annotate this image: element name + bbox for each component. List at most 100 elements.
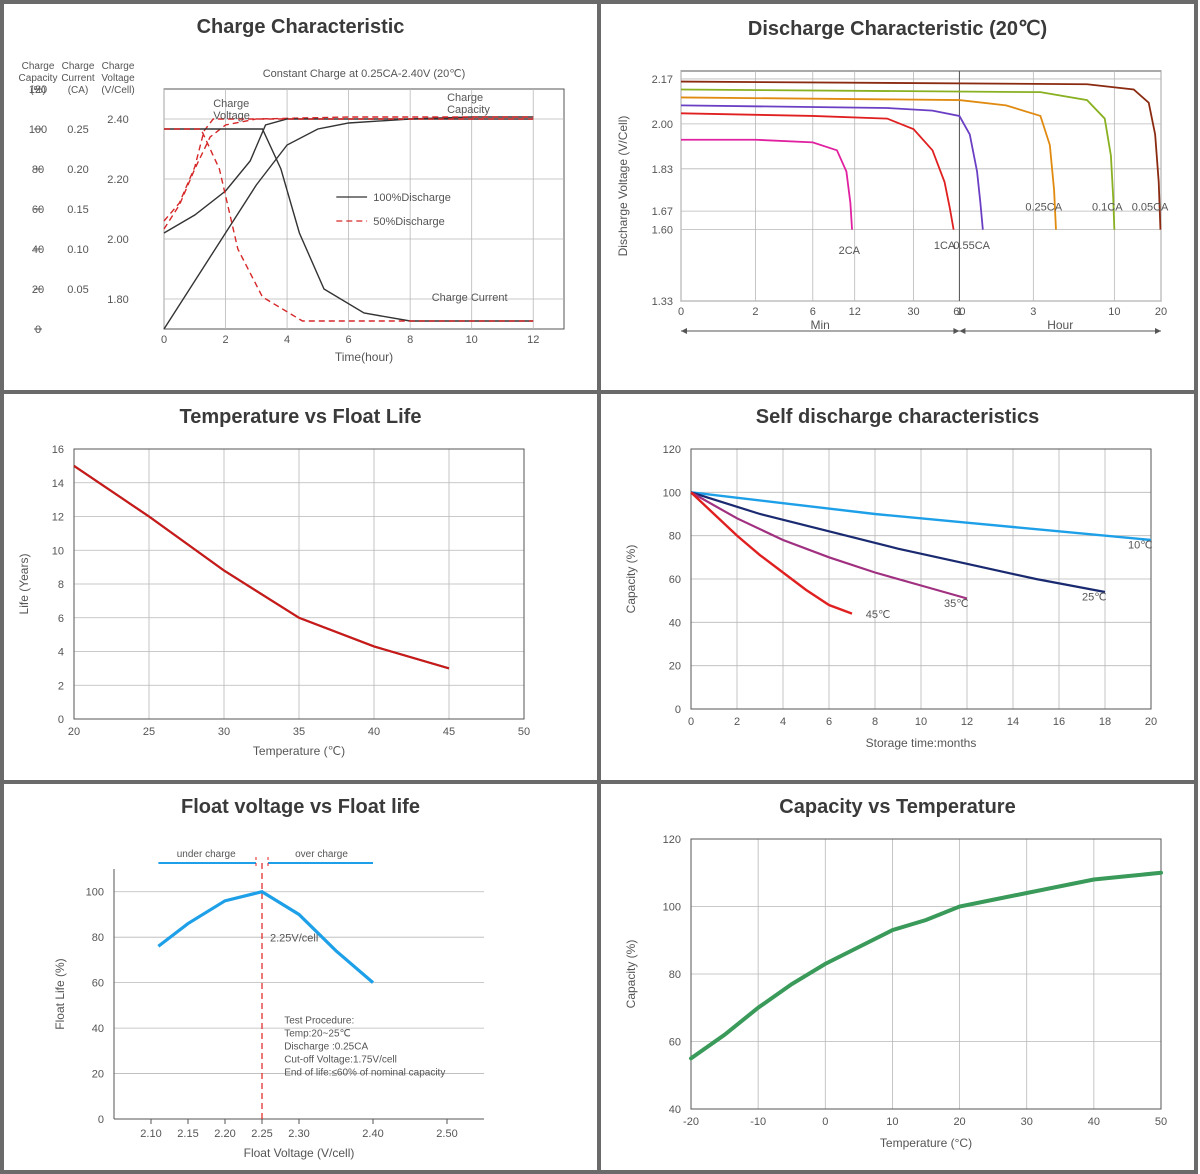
svg-text:1.67: 1.67 bbox=[652, 206, 673, 218]
svg-text:2.40: 2.40 bbox=[362, 1128, 383, 1140]
svg-text:16: 16 bbox=[1053, 716, 1065, 728]
svg-text:0: 0 bbox=[58, 714, 64, 726]
chart-title: Discharge Characteristic (20℃) bbox=[601, 4, 1194, 41]
chart-discharge-svg: 1.331.601.671.832.002.17026123060131020M… bbox=[601, 41, 1196, 391]
svg-text:8: 8 bbox=[407, 334, 413, 346]
chart-grid: Charge Characteristic ChargeCapacity(%)C… bbox=[0, 0, 1198, 1174]
svg-text:Cut-off Voltage:1.75V/cell: Cut-off Voltage:1.75V/cell bbox=[284, 1055, 397, 1066]
svg-text:14: 14 bbox=[1007, 716, 1019, 728]
svg-text:10: 10 bbox=[1108, 306, 1120, 318]
svg-text:0.20: 0.20 bbox=[67, 164, 88, 176]
svg-text:2: 2 bbox=[752, 306, 758, 318]
svg-text:20: 20 bbox=[1145, 716, 1157, 728]
panel-temp-life: Temperature vs Float Life 20253035404550… bbox=[2, 392, 599, 782]
svg-text:30: 30 bbox=[907, 306, 919, 318]
svg-text:0.05: 0.05 bbox=[67, 284, 88, 296]
svg-text:Capacity: Capacity bbox=[19, 73, 58, 84]
chart-title: Capacity vs Temperature bbox=[601, 784, 1194, 819]
svg-text:1.33: 1.33 bbox=[652, 296, 673, 308]
svg-text:50%Discharge: 50%Discharge bbox=[373, 216, 445, 228]
svg-text:Charge: Charge bbox=[62, 61, 95, 72]
svg-text:under charge: under charge bbox=[177, 849, 236, 860]
svg-text:Charge: Charge bbox=[102, 61, 135, 72]
svg-text:2.30: 2.30 bbox=[288, 1128, 309, 1140]
chart-title: Self discharge characteristics bbox=[601, 394, 1194, 429]
svg-text:40: 40 bbox=[669, 1104, 681, 1116]
svg-text:4: 4 bbox=[284, 334, 290, 346]
svg-text:2.25: 2.25 bbox=[251, 1128, 272, 1140]
svg-text:0: 0 bbox=[688, 716, 694, 728]
svg-text:45: 45 bbox=[443, 726, 455, 738]
svg-text:40: 40 bbox=[32, 244, 44, 256]
svg-text:2: 2 bbox=[222, 334, 228, 346]
svg-text:Capacity (%): Capacity (%) bbox=[624, 545, 638, 614]
svg-text:Temp:20~25℃: Temp:20~25℃ bbox=[284, 1029, 351, 1040]
svg-text:60: 60 bbox=[92, 978, 104, 990]
svg-text:0: 0 bbox=[161, 334, 167, 346]
svg-text:2.10: 2.10 bbox=[140, 1128, 161, 1140]
svg-text:40: 40 bbox=[368, 726, 380, 738]
svg-text:80: 80 bbox=[669, 969, 681, 981]
svg-text:8: 8 bbox=[58, 579, 64, 591]
svg-text:Charge: Charge bbox=[22, 61, 55, 72]
svg-text:Discharge :0.25CA: Discharge :0.25CA bbox=[284, 1042, 368, 1053]
svg-text:120: 120 bbox=[663, 834, 681, 846]
svg-text:3: 3 bbox=[1030, 306, 1036, 318]
svg-text:10: 10 bbox=[466, 334, 478, 346]
svg-text:80: 80 bbox=[92, 932, 104, 944]
svg-text:80: 80 bbox=[669, 531, 681, 543]
svg-text:1.60: 1.60 bbox=[652, 225, 673, 237]
svg-text:20: 20 bbox=[669, 661, 681, 673]
svg-text:1.83: 1.83 bbox=[652, 164, 673, 176]
svg-text:Voltage: Voltage bbox=[213, 110, 250, 122]
svg-text:2: 2 bbox=[734, 716, 740, 728]
chart-charge-svg: ChargeCapacity(%)ChargeCurrent(CA)Charge… bbox=[4, 39, 599, 389]
svg-text:40: 40 bbox=[669, 617, 681, 629]
svg-text:10: 10 bbox=[886, 1116, 898, 1128]
svg-text:100: 100 bbox=[86, 887, 104, 899]
svg-text:Discharge Voltage (V/Cell): Discharge Voltage (V/Cell) bbox=[616, 116, 630, 257]
svg-text:25℃: 25℃ bbox=[1082, 592, 1107, 604]
svg-text:60: 60 bbox=[669, 574, 681, 586]
svg-text:6: 6 bbox=[58, 613, 64, 625]
svg-text:20: 20 bbox=[32, 284, 44, 296]
chart-captemp-svg: -20-1001020304050406080100120Temperature… bbox=[601, 819, 1196, 1169]
svg-text:0.15: 0.15 bbox=[67, 204, 88, 216]
svg-text:6: 6 bbox=[826, 716, 832, 728]
svg-text:14: 14 bbox=[52, 478, 64, 490]
svg-text:60: 60 bbox=[32, 204, 44, 216]
svg-text:2CA: 2CA bbox=[839, 245, 861, 257]
svg-text:25: 25 bbox=[143, 726, 155, 738]
svg-text:6: 6 bbox=[810, 306, 816, 318]
svg-text:30: 30 bbox=[1021, 1116, 1033, 1128]
chart-title: Charge Characteristic bbox=[4, 4, 597, 39]
svg-text:2.50: 2.50 bbox=[436, 1128, 457, 1140]
svg-text:-20: -20 bbox=[683, 1116, 699, 1128]
svg-text:Capacity (%): Capacity (%) bbox=[624, 940, 638, 1009]
chart-floatv-svg: 2.102.152.202.252.302.402.50020406080100… bbox=[4, 819, 599, 1169]
svg-text:4: 4 bbox=[780, 716, 786, 728]
panel-charge-characteristic: Charge Characteristic ChargeCapacity(%)C… bbox=[2, 2, 599, 392]
svg-text:10℃: 10℃ bbox=[1128, 540, 1153, 552]
svg-text:0.25: 0.25 bbox=[67, 124, 88, 136]
svg-text:10: 10 bbox=[915, 716, 927, 728]
svg-text:45℃: 45℃ bbox=[866, 609, 891, 621]
chart-selfdis-svg: 0246810121416182002040608010012010℃25℃35… bbox=[601, 429, 1196, 779]
svg-text:Test Procedure:: Test Procedure: bbox=[284, 1016, 354, 1027]
svg-text:Temperature (°C): Temperature (°C) bbox=[880, 1136, 972, 1150]
svg-text:Charge Current: Charge Current bbox=[432, 292, 508, 304]
svg-text:Voltage: Voltage bbox=[101, 73, 135, 84]
svg-text:120: 120 bbox=[29, 84, 47, 96]
svg-text:6: 6 bbox=[346, 334, 352, 346]
svg-text:0: 0 bbox=[675, 704, 681, 716]
svg-text:over charge: over charge bbox=[295, 849, 348, 860]
svg-text:-10: -10 bbox=[750, 1116, 766, 1128]
svg-text:0: 0 bbox=[678, 306, 684, 318]
svg-text:50: 50 bbox=[1155, 1116, 1167, 1128]
panel-float-voltage: Float voltage vs Float life 2.102.152.20… bbox=[2, 782, 599, 1172]
svg-text:10: 10 bbox=[52, 545, 64, 557]
svg-text:2.25V/cell: 2.25V/cell bbox=[270, 933, 318, 945]
svg-text:35℃: 35℃ bbox=[944, 598, 969, 610]
svg-text:Capacity: Capacity bbox=[447, 104, 490, 116]
svg-text:8: 8 bbox=[872, 716, 878, 728]
